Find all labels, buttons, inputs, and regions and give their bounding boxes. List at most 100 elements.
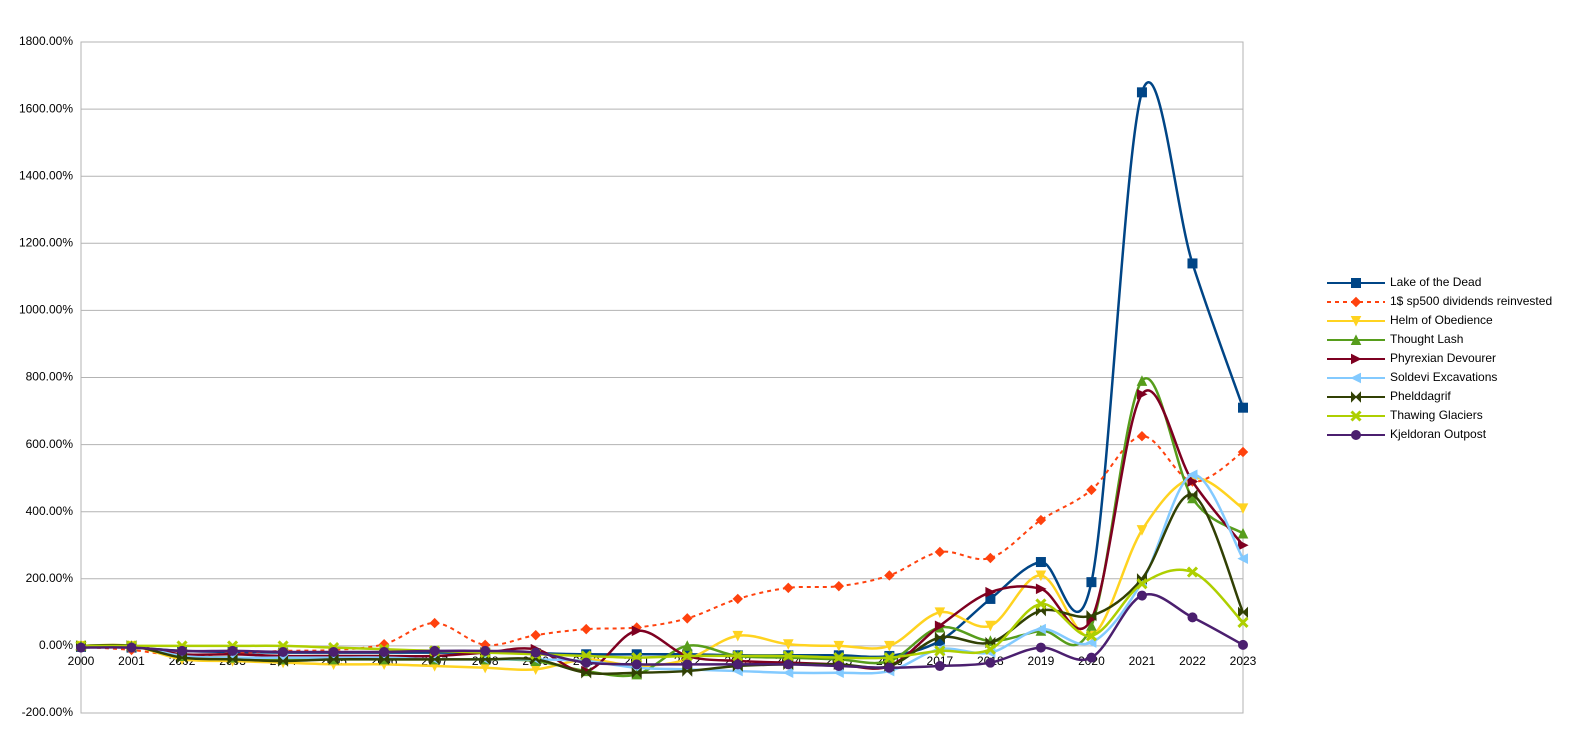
series-line xyxy=(80,377,1244,678)
marker xyxy=(1186,469,1198,481)
marker xyxy=(1136,375,1148,386)
marker xyxy=(227,645,238,656)
y-tick-label: 600.00% xyxy=(26,437,74,451)
marker xyxy=(681,650,693,662)
marker xyxy=(1086,484,1097,496)
x-tick-label: 2019 xyxy=(1028,654,1055,668)
series xyxy=(76,489,1248,679)
legend-marker xyxy=(1350,316,1362,327)
legend-label: Lake of the Dead xyxy=(1390,275,1481,289)
marker xyxy=(429,617,440,629)
marker xyxy=(1187,476,1199,487)
marker xyxy=(883,652,895,664)
series-line xyxy=(80,389,1244,673)
marker xyxy=(1237,503,1249,514)
marker xyxy=(782,667,794,679)
marker xyxy=(1035,623,1046,635)
marker xyxy=(783,582,794,594)
marker xyxy=(126,642,137,653)
marker xyxy=(884,662,895,673)
marker xyxy=(985,552,996,564)
marker xyxy=(1136,525,1148,536)
marker xyxy=(1186,566,1199,578)
marker xyxy=(530,647,541,658)
marker xyxy=(682,659,693,670)
marker xyxy=(581,657,592,668)
marker xyxy=(278,646,289,657)
marker xyxy=(581,667,592,679)
marker xyxy=(985,657,996,668)
marker xyxy=(1035,604,1046,617)
marker xyxy=(1136,578,1148,590)
legend-label: Thought Lash xyxy=(1390,332,1463,346)
marker xyxy=(1035,598,1047,610)
x-tick-label: 2000 xyxy=(68,654,95,668)
marker xyxy=(985,620,996,632)
marker xyxy=(1237,616,1249,628)
marker xyxy=(530,629,541,641)
marker xyxy=(884,570,895,581)
marker xyxy=(631,659,642,670)
legend-marker xyxy=(1350,410,1362,422)
legend-marker xyxy=(1350,296,1362,308)
marker xyxy=(833,580,845,592)
y-tick-label: 1000.00% xyxy=(19,303,73,317)
marker xyxy=(732,630,744,642)
series xyxy=(75,375,1249,680)
legend-label: Thawing Glaciers xyxy=(1390,408,1483,422)
marker xyxy=(1035,583,1047,595)
plot-frame xyxy=(80,41,1244,714)
y-tick-label: 0.00% xyxy=(39,638,73,652)
marker xyxy=(278,655,289,667)
marker xyxy=(681,640,693,651)
marker xyxy=(1237,527,1249,539)
marker xyxy=(1136,388,1148,400)
marker xyxy=(732,650,744,662)
marker xyxy=(934,631,945,644)
legend-marker xyxy=(1351,430,1361,440)
marker xyxy=(833,640,845,652)
legend-label: Phyrexian Devourer xyxy=(1390,351,1496,365)
marker xyxy=(1035,570,1047,582)
x-tick-label: 2001 xyxy=(118,654,145,668)
marker xyxy=(934,620,946,632)
marker xyxy=(581,623,592,635)
marker xyxy=(480,645,491,656)
marker xyxy=(1238,402,1248,413)
y-tick-label: 800.00% xyxy=(26,370,74,384)
legend-label: Phelddagrif xyxy=(1390,389,1451,403)
marker xyxy=(1086,609,1097,622)
series xyxy=(76,81,1248,661)
marker xyxy=(934,607,946,618)
marker xyxy=(1237,553,1248,564)
marker xyxy=(480,653,491,666)
marker xyxy=(328,646,339,657)
legend-marker xyxy=(1351,391,1361,403)
marker xyxy=(328,653,339,666)
marker xyxy=(76,642,86,653)
marker xyxy=(1238,606,1248,619)
marker xyxy=(1237,446,1249,458)
marker xyxy=(1086,620,1097,631)
series-line xyxy=(80,81,1245,659)
x-tick-label: 2023 xyxy=(1230,654,1257,668)
legend-marker xyxy=(1350,372,1361,384)
legend-marker xyxy=(1350,334,1362,345)
legend-label: Kjeldoran Outpost xyxy=(1390,427,1487,441)
marker xyxy=(379,646,390,657)
marker xyxy=(1136,87,1147,98)
y-tick-label: 1800.00% xyxy=(19,34,73,48)
marker xyxy=(177,645,188,656)
marker xyxy=(934,661,945,672)
marker xyxy=(1136,590,1147,601)
marker xyxy=(1035,557,1046,568)
x-tick-label: 2021 xyxy=(1129,654,1156,668)
y-tick-label: 200.00% xyxy=(26,571,74,585)
marker xyxy=(1136,431,1148,442)
y-tick-label: 1600.00% xyxy=(19,101,73,115)
marker xyxy=(1187,612,1198,623)
marker xyxy=(682,613,693,624)
y-tick-label: 1400.00% xyxy=(19,168,73,182)
marker xyxy=(833,661,844,672)
